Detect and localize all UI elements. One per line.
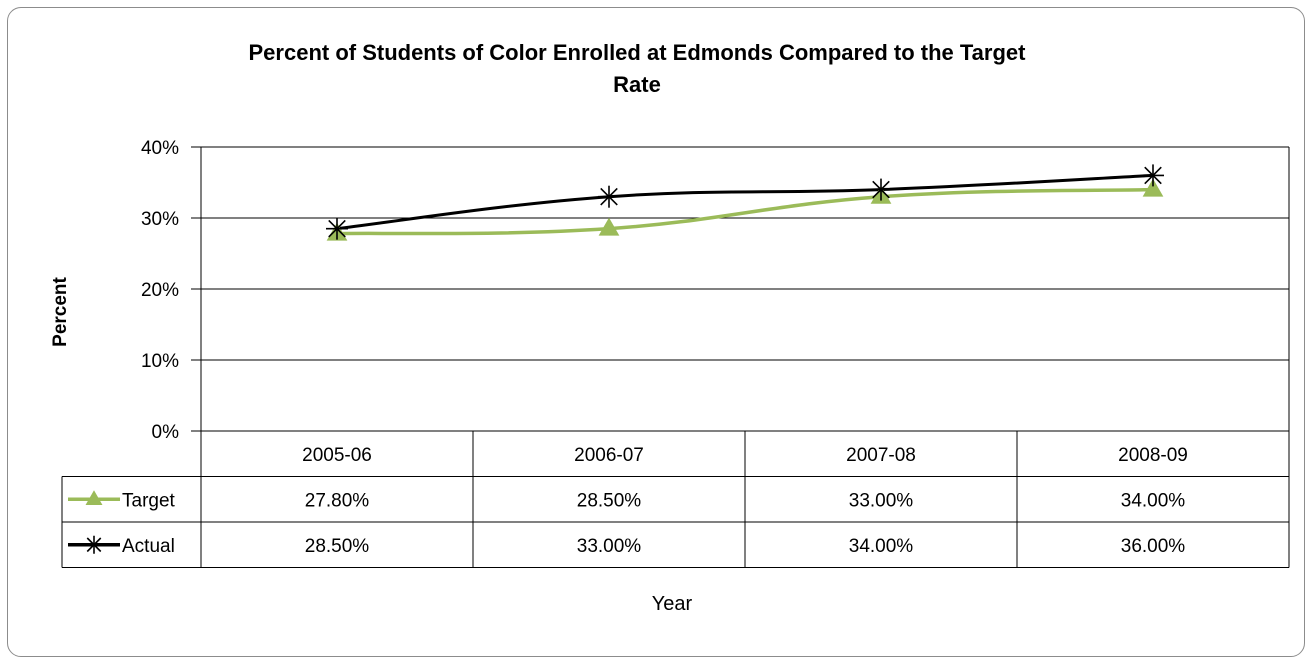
chart-title-line-2: Rate — [613, 72, 661, 97]
target-value-cell: 28.50% — [577, 490, 642, 511]
actual-marker — [85, 535, 103, 554]
actual-marker — [598, 185, 620, 208]
target-value-cell: 27.80% — [305, 490, 370, 511]
actual-value-cell: 34.00% — [849, 536, 914, 557]
x-category-label: 2007-08 — [846, 445, 916, 466]
chart-title-line-1: Percent of Students of Color Enrolled at… — [249, 40, 1027, 65]
actual-value-cell: 28.50% — [305, 536, 370, 557]
y-tick-label: 40% — [141, 138, 179, 159]
y-tick-label: 10% — [141, 351, 179, 372]
target-marker — [85, 490, 103, 505]
actual-legend-label: Actual — [122, 536, 175, 557]
y-tick-label: 30% — [141, 209, 179, 230]
actual-value-cell: 33.00% — [577, 536, 642, 557]
x-axis-label: Year — [652, 593, 693, 615]
actual-marker — [326, 217, 348, 240]
target-marker — [1142, 178, 1164, 197]
y-tick-label: 0% — [152, 422, 180, 443]
chart-frame — [7, 7, 1305, 657]
actual-series-line — [336, 173, 1154, 231]
x-category-label: 2006-07 — [574, 445, 644, 466]
x-category-label: 2005-06 — [302, 445, 372, 466]
target-legend-label: Target — [122, 490, 176, 511]
target-marker — [598, 217, 620, 236]
actual-marker — [870, 178, 892, 201]
y-tick-label: 20% — [141, 280, 179, 301]
actual-value-cell: 36.00% — [1121, 536, 1186, 557]
x-category-label: 2008-09 — [1118, 445, 1188, 466]
y-axis-label: Percent — [50, 276, 71, 346]
target-series-line — [336, 187, 1154, 236]
target-value-cell: 33.00% — [849, 490, 914, 511]
target-value-cell: 34.00% — [1121, 490, 1186, 511]
actual-marker — [1142, 164, 1164, 187]
